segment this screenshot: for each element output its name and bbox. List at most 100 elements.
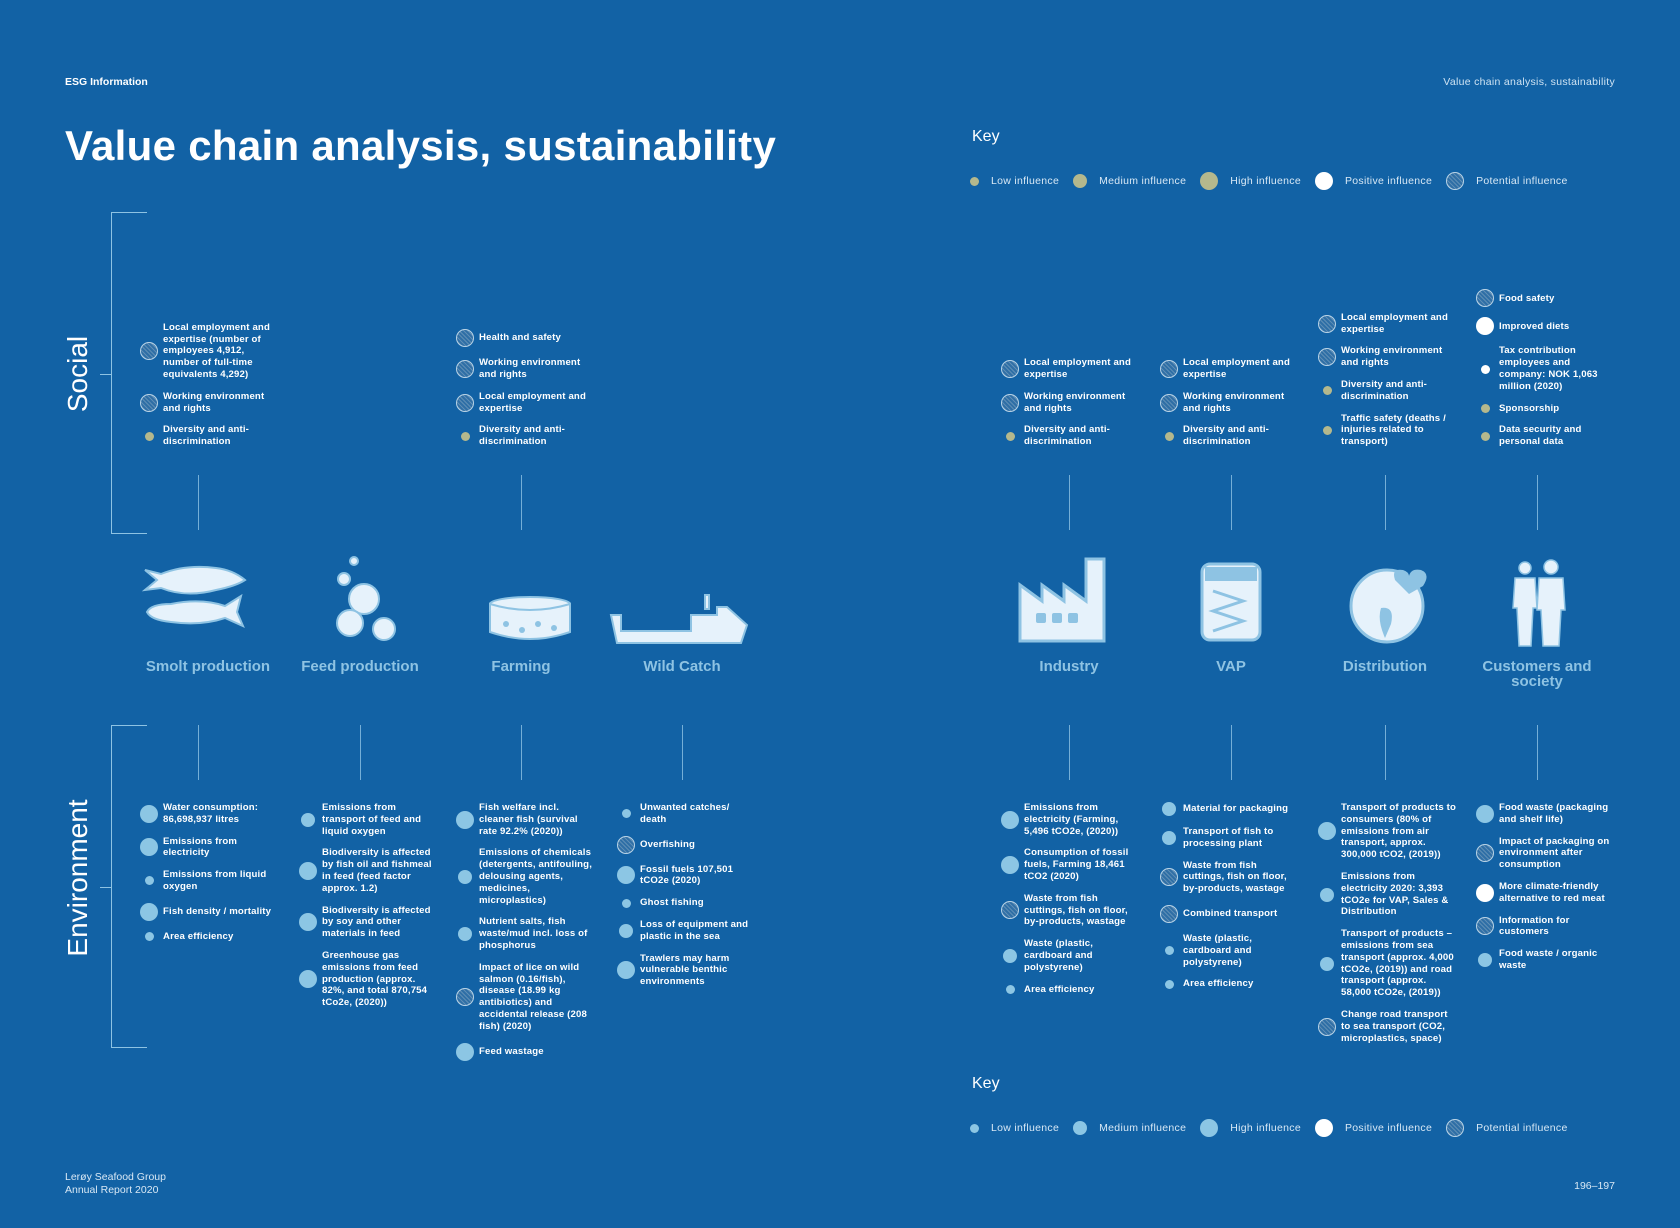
high-influence-dot-icon	[140, 838, 158, 857]
footer-publisher: Lerøy Seafood Group Annual Report 2020	[65, 1171, 166, 1197]
key-item-potential: Potential influence	[1446, 172, 1568, 190]
item-text: Impact of lice on wild salmon (0.16/fish…	[479, 961, 587, 1032]
list-item: Waste from fish cuttings, fish on floor,…	[1001, 893, 1141, 928]
medium-influence-dot-icon	[458, 927, 472, 942]
item-text: Overfishing	[640, 838, 695, 850]
footer-report: Annual Report 2020	[65, 1184, 159, 1196]
low-influence-dot-icon	[1164, 979, 1174, 989]
item-text: Emissions from liquid oxygen	[163, 869, 267, 892]
item-text: Waste from fish cuttings, fish on floor,…	[1183, 859, 1287, 895]
social-connector-line	[198, 475, 199, 530]
item-text: Feed wastage	[479, 1045, 544, 1057]
list-item: Local employment and expertise	[1318, 312, 1458, 336]
item-text: Biodiversity is affected by fish oil and…	[322, 847, 432, 894]
medium-influence-dot-icon	[1162, 802, 1176, 816]
item-text: Diversity and anti-discrimination	[1341, 379, 1428, 402]
item-text: Working environment and rights	[1024, 390, 1126, 414]
item-text: Fossil fuels 107,501 tCO2e (2020)	[640, 863, 734, 887]
potential-influence-dot-icon	[1160, 360, 1178, 379]
low-influence-dot-icon	[460, 431, 470, 441]
social-connector-line	[1069, 475, 1070, 530]
page-numbers: 196–197	[1574, 1180, 1615, 1192]
item-text: Emissions from electricity (Farming, 5,4…	[1024, 802, 1119, 837]
low-influence-dot-icon	[1164, 946, 1174, 956]
item-text: Local employment and expertise	[1183, 357, 1290, 381]
key-label: Medium influence	[1099, 175, 1187, 187]
list-item: Emissions from electricity 2020: 3,393 t…	[1318, 871, 1458, 918]
high-influence-dot-icon	[299, 970, 317, 989]
list-item: Biodiversity is affected by fish oil and…	[299, 847, 439, 894]
list-item: Loss of equipment and plastic in the sea	[617, 919, 757, 943]
list-item: Biodiversity is affected by soy and othe…	[299, 905, 439, 940]
positive-influence-dot-icon	[1476, 317, 1494, 336]
key-label: Medium influence	[1099, 1122, 1187, 1134]
item-text: Impact of packaging on environment after…	[1499, 835, 1610, 871]
high-influence-dot-icon	[456, 1042, 474, 1061]
list-item: Fossil fuels 107,501 tCO2e (2020)	[617, 864, 757, 888]
section-label: ESG Information	[65, 76, 148, 88]
medium-influence-dot-icon	[1320, 956, 1334, 971]
key-label: High influence	[1230, 1122, 1301, 1134]
key-item-potential: Potential influence	[1446, 1119, 1568, 1137]
list-item: Sponsorship	[1476, 403, 1616, 415]
potential-influence-dot-icon	[1318, 1017, 1336, 1036]
low-influence-dot-icon	[144, 431, 154, 441]
high-influence-dot-icon	[1001, 810, 1019, 829]
potential-influence-dot-icon	[140, 342, 158, 361]
potential-influence-dot-icon	[1476, 917, 1494, 936]
item-text: Area efficiency	[1183, 978, 1254, 990]
item-text: Fish density / mortality	[163, 905, 272, 917]
social-column-vap: Local employment and expertise Working en…	[1160, 357, 1300, 458]
potential-influence-dot-icon	[456, 360, 474, 379]
social-bracket	[111, 212, 147, 534]
environment-connector-line	[1385, 725, 1386, 780]
item-text: Waste from fish cuttings, fish on floor,…	[1024, 892, 1128, 928]
item-text: Emissions from transport of feed and liq…	[322, 802, 422, 837]
item-text: Waste (plastic, cardboard and polystyren…	[1183, 932, 1253, 968]
list-item: Diversity and anti-discrimination	[140, 424, 280, 448]
social-column-customers: Food safety Improved diets Tax contributio…	[1476, 289, 1616, 458]
item-text: Area efficiency	[163, 930, 234, 942]
feed-pellets-icon	[336, 556, 396, 641]
item-text: Nutrient salts, fish waste/mud incl. los…	[479, 916, 588, 951]
low-influence-dot-icon	[621, 898, 631, 908]
medium-influence-dot-icon	[1073, 1121, 1088, 1135]
environment-connector-line	[198, 725, 199, 780]
key-label: Low influence	[991, 1122, 1060, 1134]
stage-label-farming: Farming	[491, 658, 551, 675]
low-influence-dot-icon	[1164, 431, 1174, 441]
list-item: Diversity and anti-discrimination	[456, 424, 596, 448]
list-item: Consumption of fossil fuels, Farming 18,…	[1001, 847, 1141, 882]
list-item: More climate-friendly alternative to red…	[1476, 881, 1616, 905]
key-item-low: Low influence	[970, 1122, 1059, 1134]
stage-label-distribution: Distribution	[1342, 658, 1428, 675]
item-text: Transport of fish to processing plant	[1183, 826, 1274, 849]
low-influence-dot-icon	[1322, 386, 1332, 396]
potential-influence-dot-icon	[1001, 901, 1019, 920]
environment-connector-line	[1537, 725, 1538, 780]
item-text: Traffic safety (deaths / injuries relate…	[1341, 412, 1446, 448]
environment-column-industry: Emissions from electricity (Farming, 5,4…	[1001, 802, 1141, 1005]
list-item: Emissions from electricity (Farming, 5,4…	[1001, 802, 1141, 837]
key-item-high: High influence	[1200, 172, 1301, 190]
list-item: Waste (plastic, cardboard and polystyren…	[1001, 938, 1141, 973]
potential-influence-dot-icon	[140, 393, 158, 412]
list-item: Emissions of chemicals (detergents, anti…	[456, 847, 596, 906]
list-item: Nutrient salts, fish waste/mud incl. los…	[456, 916, 596, 951]
list-item: Impact of packaging on environment after…	[1476, 836, 1616, 871]
social-section-label: Social	[62, 335, 93, 413]
low-influence-dot-icon	[970, 1123, 979, 1133]
potential-influence-dot-icon	[1160, 868, 1178, 887]
item-text: Information for customers	[1499, 914, 1570, 938]
item-text: Water consumption: 86,698,937 litres	[163, 802, 259, 825]
environment-connector-line	[1231, 725, 1232, 780]
key-label: High influence	[1230, 175, 1301, 187]
high-influence-dot-icon	[1200, 172, 1219, 190]
high-influence-dot-icon	[1001, 856, 1019, 875]
list-item: Overfishing	[617, 835, 757, 854]
high-influence-dot-icon	[617, 866, 635, 885]
low-influence-dot-icon	[1480, 431, 1490, 441]
high-influence-dot-icon	[299, 861, 317, 880]
item-text: Diversity and anti-discrimination	[1183, 424, 1270, 448]
key-item-positive: Positive influence	[1314, 172, 1432, 190]
